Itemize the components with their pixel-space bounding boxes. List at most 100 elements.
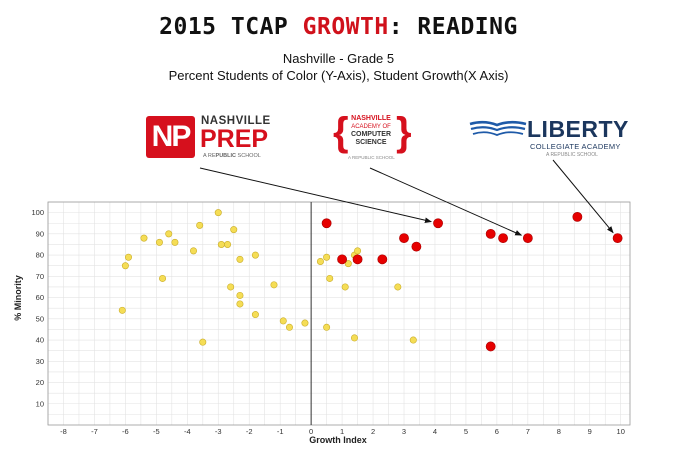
tick-labels: -8 -7 -6 -5 -4 -3 -2 -1 0 1 2 3 4 5 6 7 8 9 10 10 20 30 40 50 60… bbox=[31, 208, 624, 436]
annotation-arrow-liberty bbox=[552, 159, 614, 234]
highlight-point bbox=[411, 241, 422, 252]
school-point bbox=[236, 255, 244, 263]
nacs-logo: { } NASHVILLE ACADEMY OF COMPUTER SCIENC… bbox=[333, 110, 412, 166]
y-tick-label: 80 bbox=[36, 251, 44, 260]
x-tick-label: 6 bbox=[495, 427, 499, 436]
school-point bbox=[341, 283, 349, 291]
open-book-icon bbox=[469, 120, 527, 136]
school-point bbox=[159, 274, 167, 282]
school-point bbox=[316, 257, 324, 265]
school-point bbox=[227, 283, 235, 291]
nacs-right-brace: } bbox=[396, 110, 412, 154]
school-point bbox=[217, 240, 225, 248]
y-tick-label: 70 bbox=[36, 272, 44, 281]
school-point bbox=[199, 338, 207, 346]
highlight-point bbox=[612, 233, 623, 244]
chart-title: 2015 TCAP GROWTH: READING bbox=[159, 14, 518, 40]
school-point bbox=[171, 238, 179, 246]
highlight-point bbox=[337, 254, 347, 265]
y-tick-label: 100 bbox=[31, 208, 44, 217]
annotation-arrows bbox=[199, 159, 614, 236]
school-point bbox=[323, 253, 331, 261]
y-tick-label: 90 bbox=[36, 229, 44, 238]
school-point bbox=[350, 334, 358, 342]
nacs-line2: ACADEMY OF bbox=[351, 124, 391, 130]
x-tick-label: -5 bbox=[153, 427, 160, 436]
x-tick-label: 5 bbox=[464, 427, 468, 436]
school-point bbox=[394, 283, 402, 291]
school-point bbox=[236, 300, 244, 308]
school-point bbox=[124, 253, 132, 261]
school-point bbox=[251, 311, 259, 319]
school-point bbox=[270, 281, 278, 289]
chart-subtitle-1: Nashville - Grade 5 bbox=[282, 51, 395, 66]
nacs-line4: SCIENCE bbox=[355, 139, 387, 146]
nashville-prep-mark: NP bbox=[146, 116, 195, 158]
school-point bbox=[196, 221, 204, 229]
school-point bbox=[190, 247, 198, 255]
highlight-point bbox=[485, 341, 496, 352]
school-point bbox=[301, 319, 309, 327]
annotation-arrow-nacs bbox=[369, 167, 523, 236]
x-tick-label: 4 bbox=[433, 427, 437, 436]
chart-grid bbox=[47, 201, 630, 425]
x-tick-label: 9 bbox=[588, 427, 592, 436]
y-tick-label: 30 bbox=[36, 357, 44, 366]
school-point bbox=[155, 238, 163, 246]
nashville-prep-line2: PREP bbox=[200, 125, 269, 153]
liberty-tagline: A REPUBLIC SCHOOL bbox=[546, 152, 598, 158]
x-tick-label: -4 bbox=[184, 427, 191, 436]
highlight-point bbox=[433, 218, 443, 229]
highlight-point bbox=[522, 233, 533, 244]
school-point bbox=[326, 274, 334, 282]
y-axis-label: % Minority bbox=[13, 275, 23, 321]
nacs-line1: NASHVILLE bbox=[351, 115, 391, 122]
school-point bbox=[285, 323, 293, 331]
liberty-line2: COLLEGIATE ACADEMY bbox=[530, 142, 621, 151]
y-tick-label: 50 bbox=[36, 314, 44, 323]
nashville-prep-tagline: A REPUBLIC SCHOOL bbox=[203, 153, 261, 159]
x-tick-label: 0 bbox=[309, 427, 313, 436]
y-tick-label: 20 bbox=[36, 378, 44, 387]
highlight-point bbox=[572, 211, 583, 222]
nacs-left-brace: { bbox=[333, 110, 349, 154]
school-point bbox=[165, 230, 173, 238]
school-point bbox=[230, 226, 238, 234]
y-tick-label: 40 bbox=[36, 336, 44, 345]
x-tick-label: -1 bbox=[277, 427, 284, 436]
x-tick-label: -7 bbox=[91, 427, 98, 436]
school-point bbox=[344, 260, 352, 268]
chart-subtitle-2: Percent Students of Color (Y-Axis), Stud… bbox=[168, 68, 509, 83]
x-tick-label: 1 bbox=[340, 427, 344, 436]
school-point bbox=[214, 209, 222, 217]
school-point bbox=[224, 240, 232, 248]
x-tick-label: -8 bbox=[60, 427, 67, 436]
annotation-arrow-nprep bbox=[199, 167, 432, 223]
school-point bbox=[323, 323, 331, 331]
nacs-text: NASHVILLE ACADEMY OF COMPUTER SCIENCE bbox=[345, 115, 397, 147]
x-tick-label: 2 bbox=[371, 427, 375, 436]
school-point bbox=[354, 247, 362, 255]
plot-frame bbox=[47, 201, 631, 426]
nacs-tagline: A REPUBLIC SCHOOL bbox=[348, 155, 395, 160]
x-tick-label: 10 bbox=[617, 427, 625, 436]
nacs-line3: COMPUTER bbox=[350, 131, 392, 138]
x-tick-label: -2 bbox=[246, 427, 253, 436]
x-tick-label: -6 bbox=[122, 427, 129, 436]
highlight-point bbox=[498, 233, 508, 244]
school-point bbox=[140, 234, 148, 242]
nashville-prep-logo: NP NASHVILLE PREP A REPUBLIC SCHOOL bbox=[146, 115, 276, 166]
highlight-point bbox=[485, 228, 496, 239]
liberty-line1: LIBERTY bbox=[527, 116, 629, 142]
x-tick-label: 3 bbox=[402, 427, 406, 436]
x-tick-label: 7 bbox=[526, 427, 530, 436]
data-points bbox=[118, 209, 623, 352]
y-tick-label: 10 bbox=[36, 399, 44, 408]
x-axis-label: Growth Index bbox=[309, 435, 367, 445]
highlight-point bbox=[321, 218, 332, 229]
title-highlight: GROWTH bbox=[302, 14, 389, 40]
school-point bbox=[118, 306, 126, 314]
school-point bbox=[409, 336, 417, 344]
nashville-prep-line1: NASHVILLE bbox=[201, 115, 271, 127]
